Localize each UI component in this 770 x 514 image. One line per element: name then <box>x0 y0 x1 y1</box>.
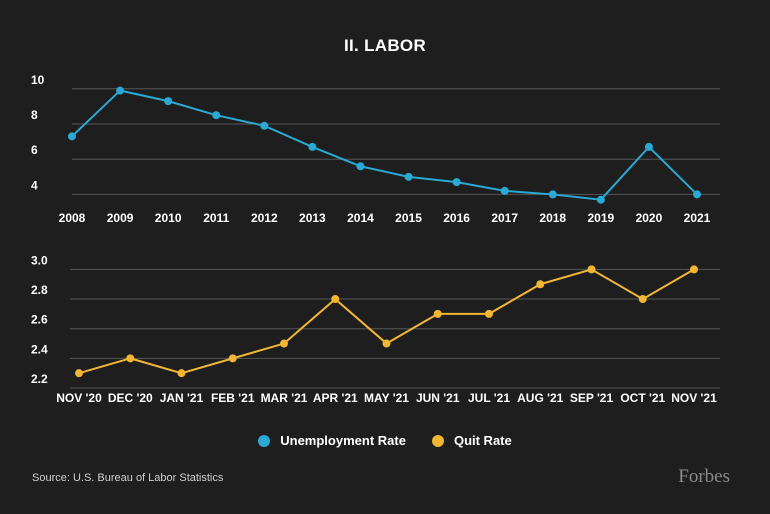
unemployment-data-point <box>68 132 76 141</box>
quit-x-tick-label: NOV '21 <box>671 391 717 405</box>
unemployment-x-tick-label: 2013 <box>299 211 326 225</box>
quit-data-point <box>690 265 698 274</box>
quit-data-point <box>177 369 186 378</box>
unemployment-y-tick-label: 4 <box>31 178 38 192</box>
quit-y-tick-label: 2.2 <box>31 372 48 386</box>
quit-y-tick-label: 2.6 <box>31 313 48 327</box>
unemployment-data-point <box>404 172 413 181</box>
unemployment-x-tick-label: 2017 <box>491 211 518 225</box>
quit-x-tick-label: JAN '21 <box>160 391 204 405</box>
unemployment-y-tick-label: 8 <box>31 108 38 122</box>
quit-y-tick-label: 2.4 <box>31 342 48 356</box>
unemployment-data-point <box>164 97 173 106</box>
legend: Unemployment Rate Quit Rate <box>0 433 770 448</box>
quit-x-tick-label: OCT '21 <box>620 391 665 405</box>
quit-x-tick-label: MAY '21 <box>364 391 409 405</box>
quit-y-tick-label: 2.8 <box>31 283 48 297</box>
legend-item-quit: Quit Rate <box>431 433 512 448</box>
unemployment-data-point <box>116 86 125 95</box>
unemployment-y-tick-label: 10 <box>31 73 45 87</box>
labor-charts: 4 6 8 10 2008 2009 2010 2011 2012 2013 2014 2015 201… <box>31 73 720 405</box>
unemployment-data-point <box>452 178 461 187</box>
quit-x-tick-label: SEP '21 <box>570 391 614 405</box>
quit-x-tick-label: JUN '21 <box>416 391 460 405</box>
unemployment-x-tick-label: 2016 <box>443 211 470 225</box>
unemployment-data-point <box>596 195 605 204</box>
quit-data-point <box>331 295 340 304</box>
legend-item-unemployment: Unemployment Rate <box>258 433 406 448</box>
quit-data-point <box>126 354 135 363</box>
quit-data-point <box>638 295 647 304</box>
unemployment-data-point <box>644 142 653 151</box>
quit-x-tick-label: NOV '20 <box>56 391 102 405</box>
quit-data-point <box>587 265 596 274</box>
unemployment-x-tick-label: 2014 <box>347 211 374 225</box>
quit-x-tick-label: AUG '21 <box>517 391 564 405</box>
unemployment-x-tick-label: 2020 <box>636 211 663 225</box>
unemployment-data-point <box>500 186 509 195</box>
legend-label-quit: Quit Rate <box>453 433 512 448</box>
quit-data-point <box>280 339 288 348</box>
legend-swatch-quit <box>431 434 444 447</box>
unemployment-x-tick-label: 2008 <box>59 211 86 225</box>
unemployment-x-tick-label: 2009 <box>107 211 134 225</box>
quit-x-tick-label: FEB '21 <box>211 391 255 405</box>
unemployment-data-point <box>356 162 365 171</box>
quit-data-point <box>536 280 545 289</box>
quit-x-tick-label: DEC '20 <box>108 391 153 405</box>
unemployment-data-point <box>548 190 557 199</box>
unemployment-x-tick-label: 2015 <box>395 211 422 225</box>
unemployment-x-tick-label: 2021 <box>684 211 711 225</box>
quit-data-point <box>485 309 493 318</box>
unemployment-data-point <box>308 142 317 151</box>
unemployment-series-line <box>71 89 698 201</box>
unemployment-x-tick-label: 2012 <box>251 211 278 225</box>
quit-x-tick-label: APR '21 <box>313 391 358 405</box>
chart-title: II. LABOR <box>343 36 427 55</box>
legend-label-unemployment: Unemployment Rate <box>280 433 406 448</box>
quit-data-point <box>433 309 442 318</box>
legend-swatch-unemployment <box>258 434 271 447</box>
unemployment-data-point <box>693 190 701 199</box>
unemployment-data-point <box>260 121 269 130</box>
unemployment-x-tick-label: 2019 <box>587 211 614 225</box>
quit-data-point <box>75 369 83 378</box>
unemployment-x-tick-label: 2011 <box>203 211 229 225</box>
unemployment-x-tick-label: 2010 <box>155 211 182 225</box>
unemployment-data-point <box>212 111 221 120</box>
quit-y-tick-label: 3.0 <box>31 253 48 267</box>
quit-data-point <box>228 354 237 363</box>
forbes-logo: Forbes <box>678 466 730 487</box>
quit-x-tick-label: JUL '21 <box>468 391 510 405</box>
source-note: Source: U.S. Bureau of Labor Statistics <box>32 472 224 484</box>
unemployment-y-tick-label: 6 <box>31 143 38 157</box>
quit-x-tick-label: MAR '21 <box>261 391 308 405</box>
quit-data-point <box>382 339 391 348</box>
quit-series-line <box>78 268 695 375</box>
unemployment-x-tick-label: 2018 <box>539 211 566 225</box>
